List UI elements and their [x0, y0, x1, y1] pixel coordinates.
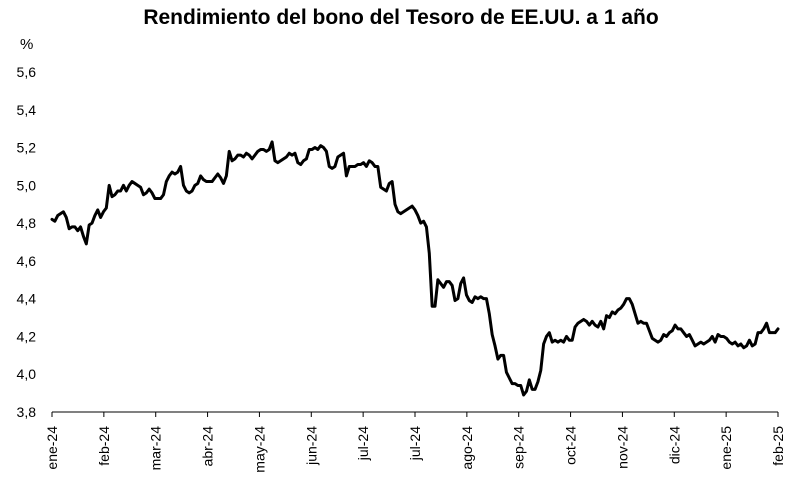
y-axis-unit-label: % — [20, 36, 34, 53]
x-tick-label: ene-25 — [718, 426, 734, 470]
x-tick-label: jul-24 — [407, 426, 423, 461]
x-tick-label: sep-24 — [511, 426, 527, 469]
y-tick-label: 4,2 — [17, 328, 37, 344]
y-tick-label: 5,6 — [17, 64, 37, 80]
y-tick-label: 5,4 — [17, 102, 37, 118]
x-tick-label: may-24 — [251, 426, 267, 473]
x-tick-label: dic-24 — [666, 426, 682, 464]
y-axis: 3,8 4,0 4,2 4,4 4,6 4,8 5,0 5,2 5,4 5,6 — [17, 64, 37, 420]
y-tick-label: 4,0 — [17, 366, 37, 382]
x-tick-label: jun-24 — [303, 426, 319, 466]
x-axis: ene-24 feb-24 mar-24 abr-24 may-24 jun-24 jul-… — [44, 411, 786, 473]
x-tick-label: nov-24 — [614, 426, 630, 469]
y-tick-label: 4,4 — [17, 291, 37, 307]
x-tick-label: mar-24 — [148, 426, 164, 471]
x-tick-label: jul-24 — [355, 426, 371, 461]
x-tick-label: oct-24 — [563, 426, 579, 465]
y-tick-label: 5,0 — [17, 177, 37, 193]
x-tick-label: ago-24 — [459, 426, 475, 470]
y-tick-label: 5,2 — [17, 140, 37, 156]
x-tick-label: feb-24 — [96, 426, 112, 466]
y-tick-label: 4,8 — [17, 215, 37, 231]
series-line — [50, 140, 780, 397]
y-tick-label: 4,6 — [17, 253, 37, 269]
x-tick-label: feb-25 — [770, 426, 786, 466]
chart-title: Rendimiento del bono del Tesoro de EE.UU… — [143, 6, 659, 29]
plot-area — [50, 140, 780, 397]
x-tick-label: abr-24 — [200, 426, 216, 467]
x-tick-label: ene-24 — [44, 426, 60, 470]
y-tick-label: 3,8 — [17, 404, 37, 420]
